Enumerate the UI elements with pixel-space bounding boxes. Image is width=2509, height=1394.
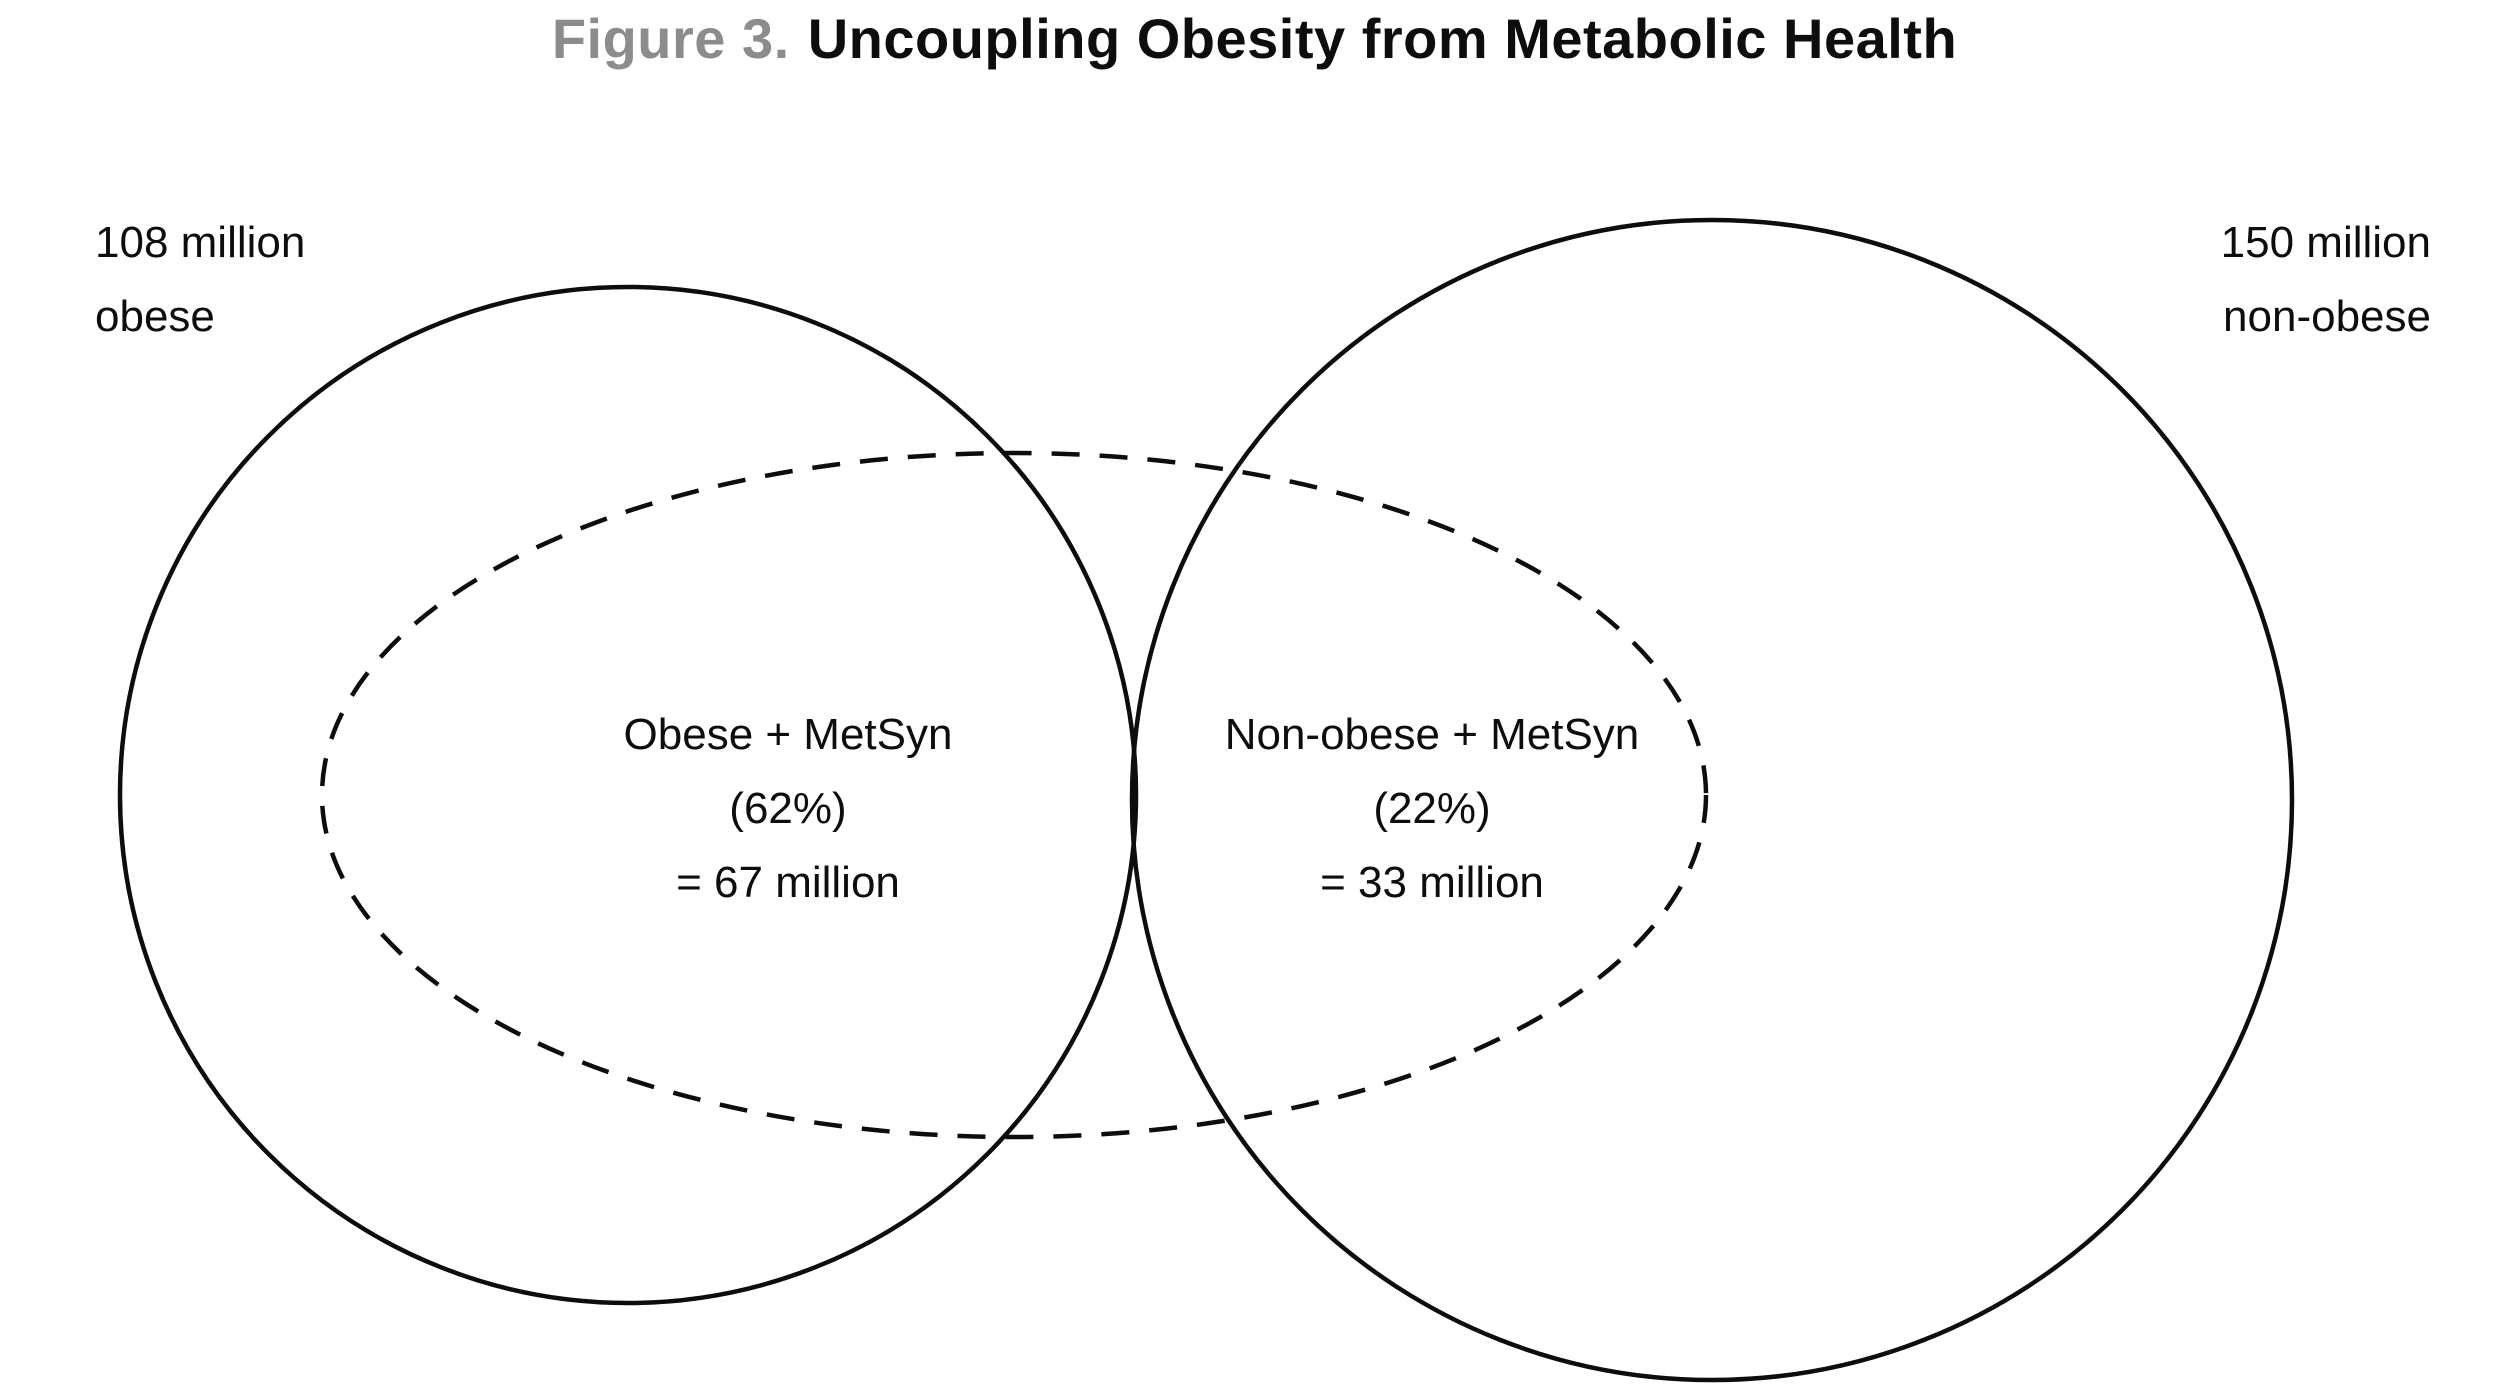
obese-metsyn-percent-text: (62%) [729, 784, 847, 833]
obese-circle-shape [117, 284, 1139, 1306]
non-obese-metsyn-percent-text: (22%) [1373, 784, 1491, 833]
obese-count-text: 108 million [95, 218, 306, 267]
obese-metsyn-title-text: Obese + MetSyn [623, 710, 953, 759]
non-obese-circle-label: 150 million non-obese [2221, 206, 2431, 354]
non-obese-count-text: 150 million [2220, 218, 2431, 267]
obese-metsyn-label: Obese + MetSyn (62%) = 67 million [624, 698, 953, 920]
non-obese-word-text: non-obese [2223, 292, 2431, 341]
figure-number-label: Figure 3. [551, 7, 790, 70]
non-obese-metsyn-count-text: = 33 million [1320, 858, 1544, 907]
non-obese-metsyn-label: Non-obese + MetSyn (22%) = 33 million [1225, 698, 1640, 920]
obese-word-text: obese [95, 292, 215, 341]
non-obese-metsyn-title-text: Non-obese + MetSyn [1224, 710, 1640, 759]
metsyn-dashed-ellipse-shape [319, 450, 1709, 1140]
figure-title-text: Uncoupling Obesity from Metabolic Health [807, 7, 1958, 70]
obese-circle-label: 108 million obese [95, 206, 305, 354]
non-obese-circle-shape [1129, 217, 2295, 1383]
obese-metsyn-count-text: = 67 million [676, 858, 900, 907]
figure-title: Figure 3. Uncoupling Obesity from Metabo… [0, 6, 2509, 71]
